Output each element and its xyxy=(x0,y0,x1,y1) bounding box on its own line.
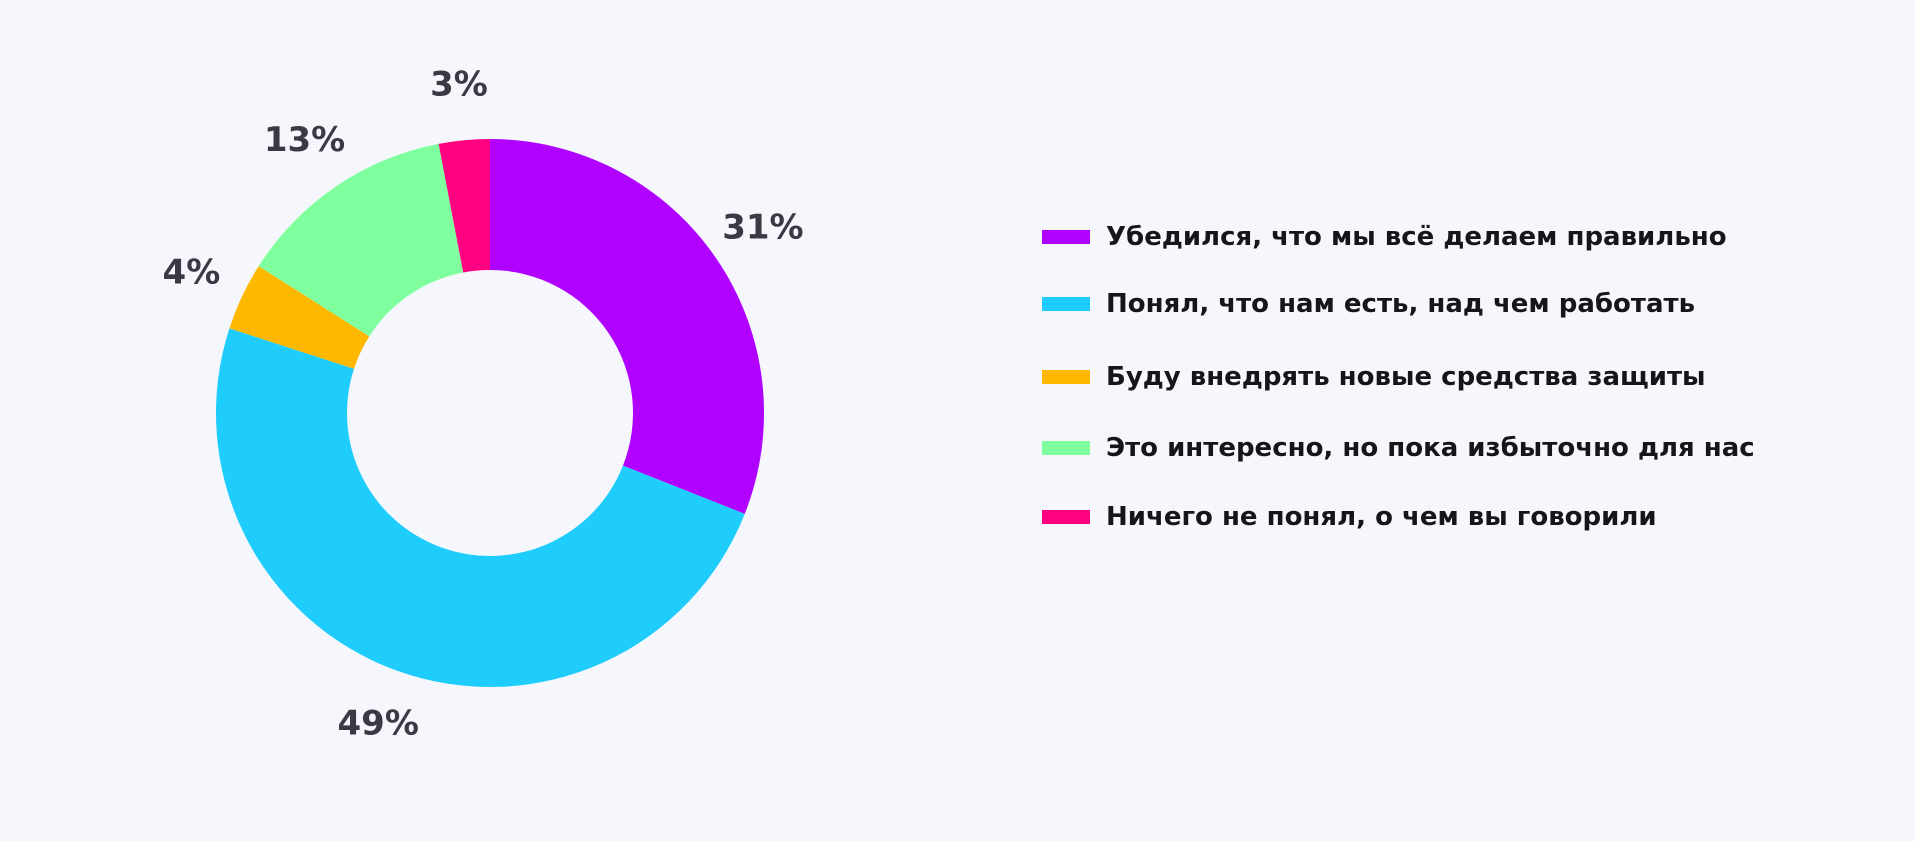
slice-value-label-1: 31% xyxy=(722,208,803,248)
legend-label: Это интересно, но пока избыточно для нас xyxy=(1106,433,1755,463)
legend-item: Это интересно, но пока избыточно для нас xyxy=(1042,433,1755,463)
legend-swatch xyxy=(1042,297,1090,311)
legend-swatch xyxy=(1042,370,1090,384)
legend: Убедился, что мы всё делаем правильно Пон… xyxy=(1042,222,1755,532)
legend-label: Буду внедрять новые средства защиты xyxy=(1106,362,1706,392)
slice-value-label-5: 3% xyxy=(430,64,488,104)
legend-label: Убедился, что мы всё делаем правильно xyxy=(1106,222,1727,252)
legend-swatch xyxy=(1042,510,1090,524)
donut-slice-4 xyxy=(258,143,464,337)
donut-slice-3 xyxy=(229,266,370,369)
donut-slice-2 xyxy=(215,328,745,687)
slice-value-label-3: 4% xyxy=(163,252,221,292)
legend-swatch xyxy=(1042,441,1090,455)
legend-item: Понял, что нам есть, над чем работать xyxy=(1042,289,1755,319)
donut-slice-1 xyxy=(490,139,764,514)
legend-item: Буду внедрять новые средства защиты xyxy=(1042,362,1755,392)
slice-value-label-4: 13% xyxy=(264,120,345,160)
legend-label: Ничего не понял, о чем вы говорили xyxy=(1106,502,1657,532)
donut-slice-5 xyxy=(438,139,490,273)
legend-label: Понял, что нам есть, над чем работать xyxy=(1106,289,1696,319)
legend-item: Убедился, что мы всё делаем правильно xyxy=(1042,222,1755,252)
legend-swatch xyxy=(1042,230,1090,244)
legend-item: Ничего не понял, о чем вы говорили xyxy=(1042,502,1755,532)
slice-value-label-2: 49% xyxy=(338,703,419,743)
